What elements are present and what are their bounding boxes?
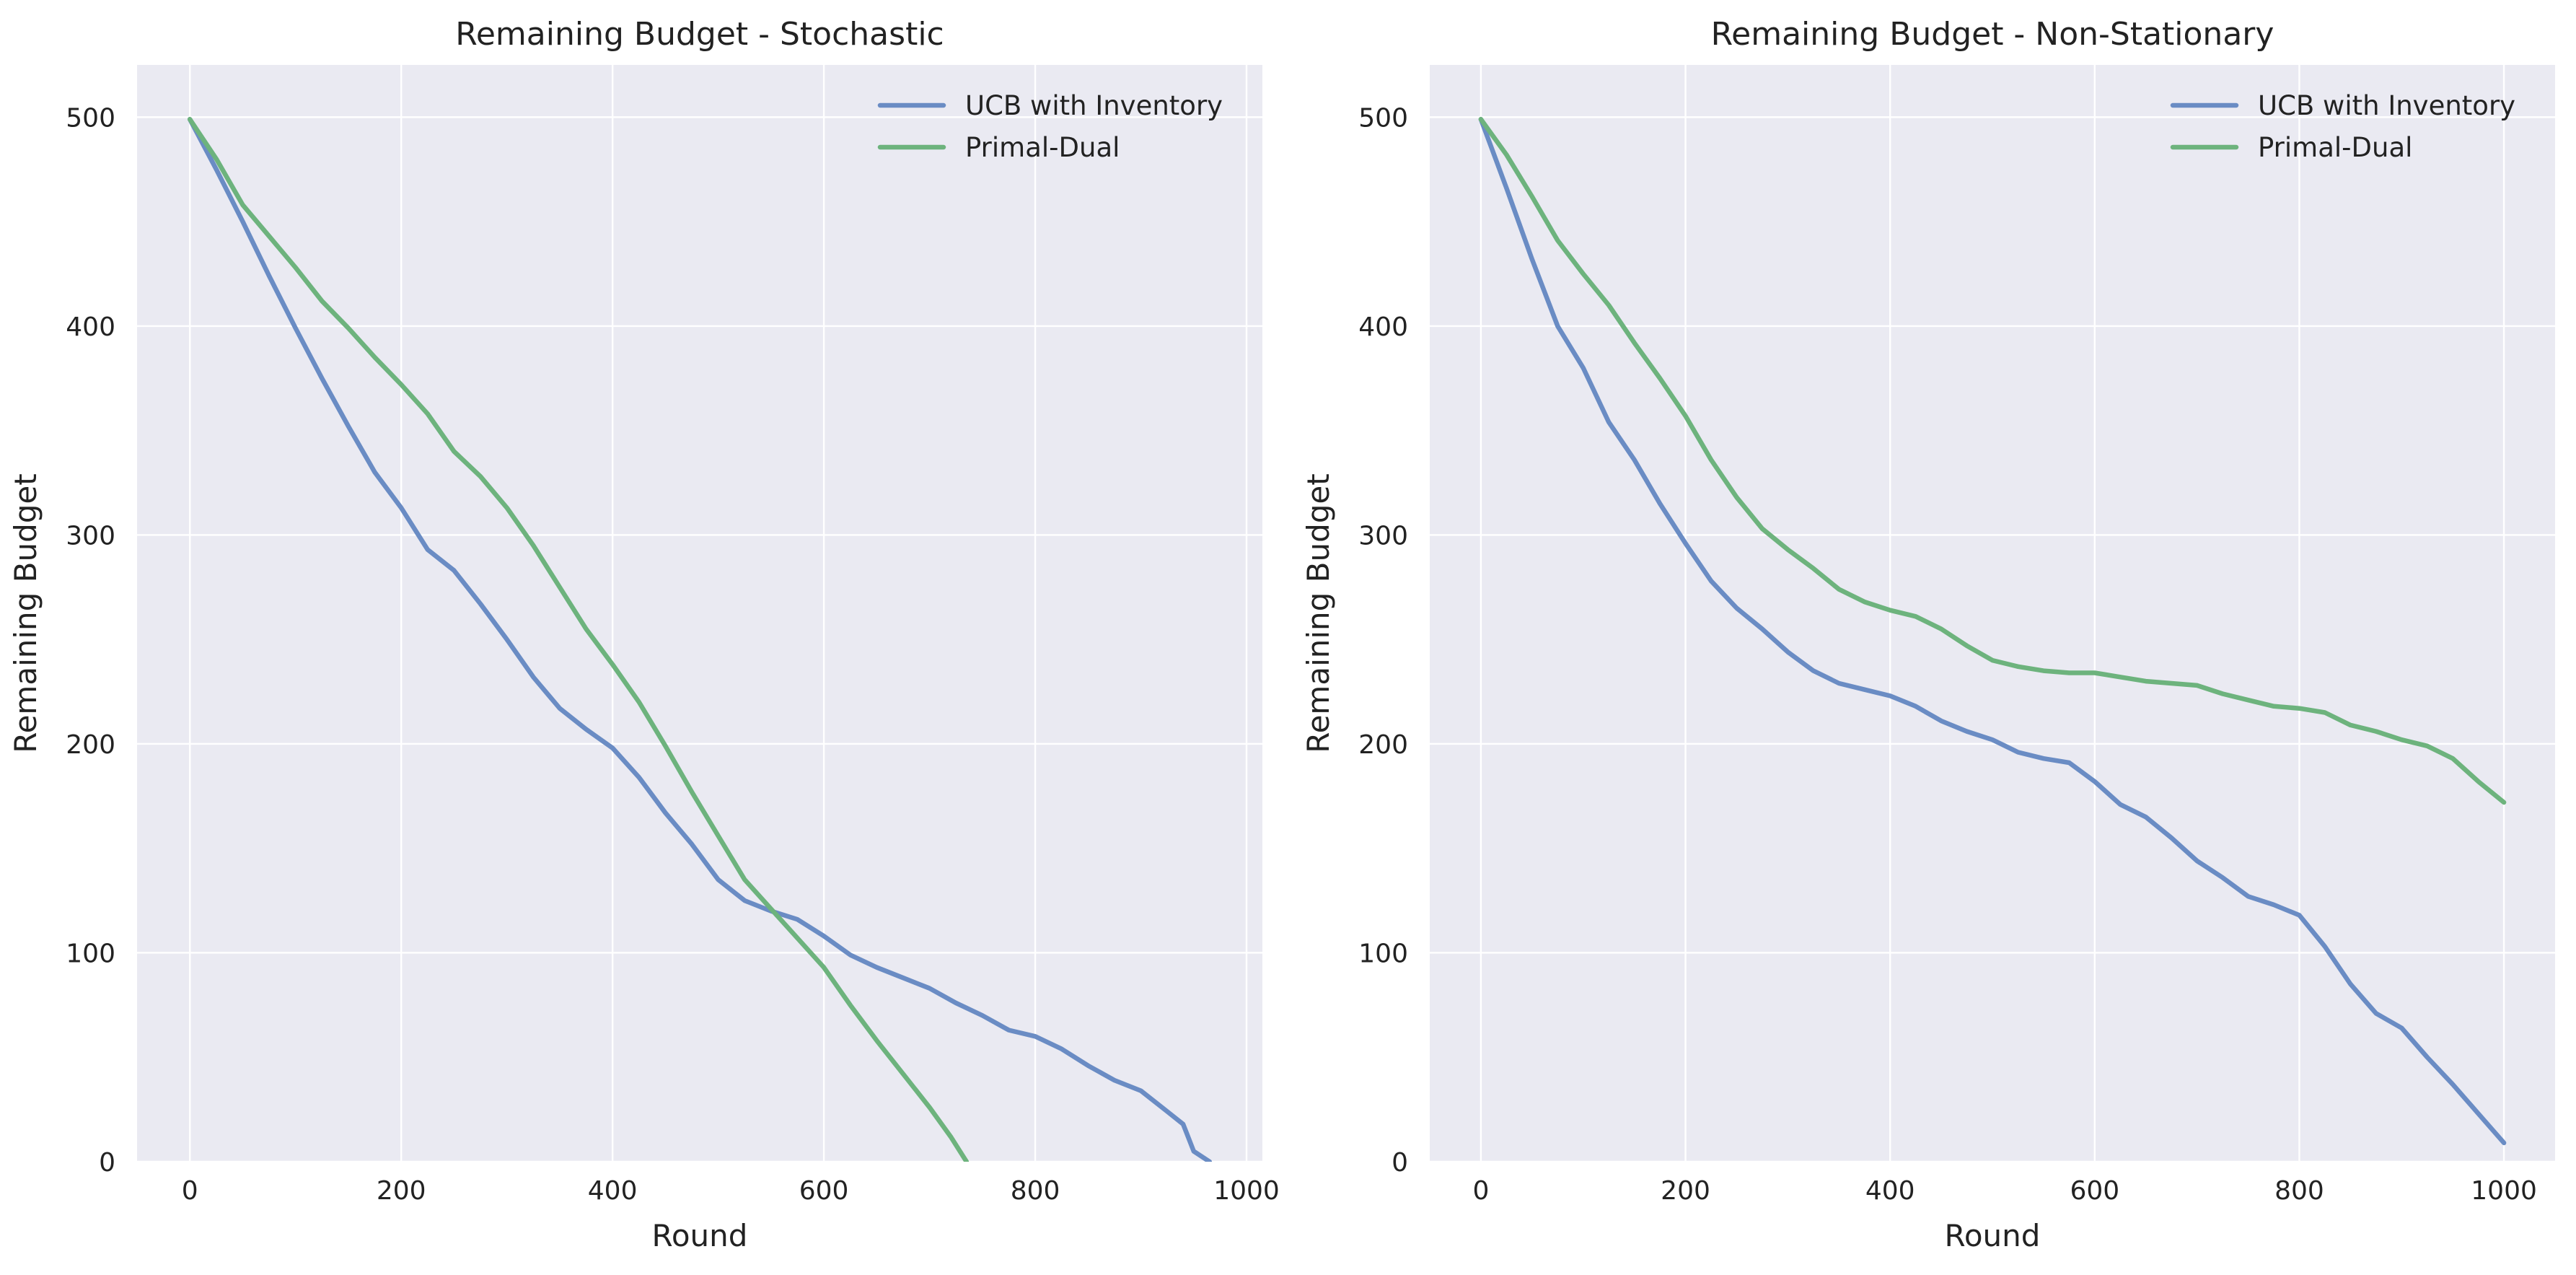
series-line-ucb-with-inventory [187, 117, 1213, 1162]
x-axis-label: Round [1945, 1218, 2041, 1253]
y-axis-label: Remaining Budget [8, 473, 43, 753]
x-tick-label: 400 [1865, 1176, 1915, 1206]
plot-area [137, 65, 1262, 1162]
legend-label: Primal-Dual [965, 132, 1120, 163]
chart-title: Remaining Budget - Non-Stationary [1711, 16, 2274, 53]
y-axis-label: Remaining Budget [1301, 473, 1336, 753]
x-tick-label: 400 [588, 1176, 638, 1206]
y-tick-label: 0 [99, 1148, 115, 1178]
x-tick-label: 1000 [1213, 1176, 1280, 1206]
y-tick-label: 500 [1358, 103, 1408, 133]
y-tick-label: 400 [66, 312, 115, 342]
y-tick-label: 200 [1358, 730, 1408, 760]
y-tick-label: 400 [1358, 312, 1408, 342]
series-line-primal-dual [187, 117, 970, 1162]
x-tick-label: 200 [1661, 1176, 1710, 1206]
x-tick-label: 0 [182, 1176, 198, 1206]
x-tick-label: 600 [799, 1176, 849, 1206]
legend-label: Primal-Dual [2258, 132, 2412, 163]
series-line-ucb-with-inventory [1478, 117, 2507, 1146]
x-tick-label: 0 [1472, 1176, 1489, 1206]
legend-label: UCB with Inventory [965, 90, 1223, 121]
chart-panel-1: 0 200 400 600 800 1000 0 100 200 300 400 500 Remaini… [8, 16, 1280, 1253]
x-tick-label: 1000 [2471, 1176, 2537, 1206]
y-tick-label: 0 [1392, 1148, 1408, 1178]
chart-title: Remaining Budget - Stochastic [455, 16, 944, 53]
x-tick-label: 200 [377, 1176, 426, 1206]
x-tick-label: 800 [2274, 1176, 2324, 1206]
series-line-primal-dual [1478, 117, 2507, 805]
chart-panel-2: 0 200 400 600 800 1000 0 100 200 300 400 500 Remaini… [1301, 16, 2555, 1253]
y-tick-label: 500 [66, 103, 115, 133]
y-tick-label: 100 [66, 939, 115, 968]
plot-area [1430, 65, 2555, 1162]
y-tick-label: 300 [66, 521, 115, 551]
y-tick-label: 200 [66, 730, 115, 760]
y-tick-label: 300 [1358, 521, 1408, 551]
x-tick-label: 800 [1011, 1176, 1060, 1206]
y-tick-label: 100 [1358, 939, 1408, 968]
x-tick-label: 600 [2070, 1176, 2119, 1206]
x-axis-label: Round [652, 1218, 748, 1253]
legend-label: UCB with Inventory [2258, 90, 2515, 121]
